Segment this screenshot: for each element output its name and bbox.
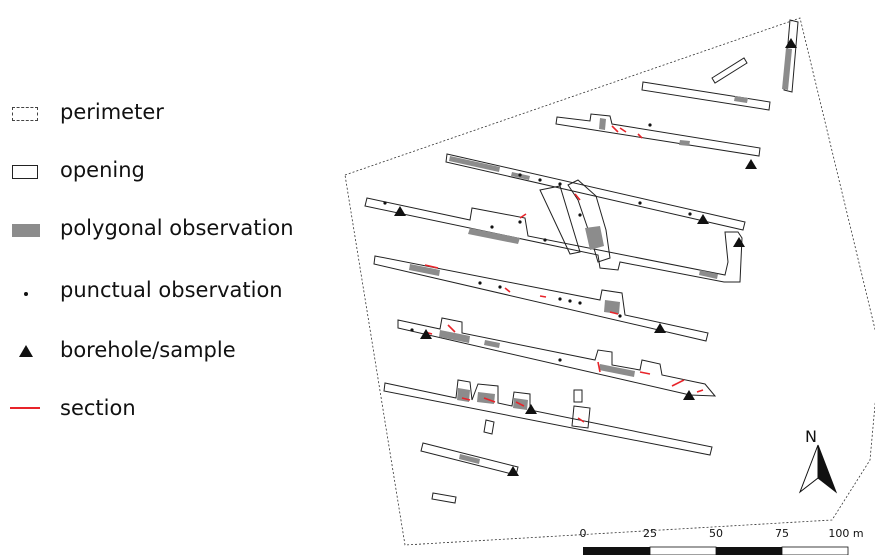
section-red-line-icon <box>10 407 40 409</box>
trench-small-isolated <box>483 419 495 435</box>
polygonal-observation <box>599 364 635 377</box>
structure-central <box>567 179 611 263</box>
trench-small-diagonal <box>711 57 748 84</box>
trench-2 <box>555 113 761 157</box>
trench-7 <box>383 379 713 456</box>
legend-label-borehole-sample: borehole/sample <box>60 338 236 362</box>
polygonal-observation <box>604 300 620 314</box>
polygonal-observation <box>585 226 604 250</box>
punctual-observation-dot-icon <box>24 292 28 296</box>
polygonal-observation <box>409 264 440 276</box>
structure-small <box>573 389 583 403</box>
trench-3 <box>445 153 746 231</box>
perimeter-symbol-icon <box>12 107 38 121</box>
punctual-observations <box>383 123 692 362</box>
boreholes <box>394 38 797 476</box>
polygonal-observation <box>459 454 480 464</box>
trench-1 <box>641 81 771 111</box>
polygonal-observation <box>468 228 520 244</box>
scale-tick-0: 0 <box>580 527 587 540</box>
trenches <box>364 19 799 504</box>
structure-small <box>571 405 591 429</box>
polygonal-observation <box>679 140 690 146</box>
trench-small-bottom <box>431 492 457 504</box>
legend-label-perimeter: perimeter <box>60 100 164 124</box>
polygonal-observation <box>734 96 748 103</box>
legend-label-opening: opening <box>60 158 145 182</box>
scale-tick-75: 75 <box>775 527 789 540</box>
polygonal-observation <box>449 156 500 172</box>
structure-central-inner <box>539 185 581 255</box>
scale-tick-25: 25 <box>643 527 657 540</box>
polygonal-observation <box>484 340 500 348</box>
scale-bar: 0 25 50 75 100 m <box>580 527 864 555</box>
trench-4 <box>364 197 743 283</box>
polygonal-observation <box>439 330 470 343</box>
trench-6 <box>397 317 717 397</box>
legend-label-section: section <box>60 396 136 420</box>
north-arrow-icon: N <box>798 427 838 494</box>
polygonal-observation <box>782 48 792 90</box>
scale-tick-50: 50 <box>709 527 723 540</box>
legend-label-polygonal-observation: polygonal observation <box>60 216 294 240</box>
site-perimeter <box>344 17 875 546</box>
trench-5 <box>373 255 709 342</box>
opening-symbol-icon <box>12 165 38 179</box>
legend-label-punctual-observation: punctual observation <box>60 278 283 302</box>
borehole-triangle-icon <box>19 345 33 357</box>
scale-tick-100: 100 m <box>828 527 863 540</box>
north-label: N <box>805 427 817 446</box>
polygonal-observation <box>699 270 718 279</box>
polygonal-observation-symbol-icon <box>12 224 40 237</box>
polygonal-observation <box>599 118 606 130</box>
